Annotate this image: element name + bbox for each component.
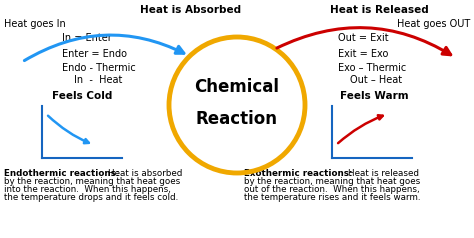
Text: Endo - Thermic: Endo - Thermic	[62, 63, 136, 73]
Text: Heat goes In: Heat goes In	[4, 19, 66, 29]
Text: Out = Exit: Out = Exit	[338, 33, 389, 43]
Text: Endothermic reactions:: Endothermic reactions:	[4, 169, 119, 178]
Text: Feels Cold: Feels Cold	[52, 91, 112, 101]
Text: Exothermic reactions:: Exothermic reactions:	[244, 169, 353, 178]
Text: by the reaction, meaning that heat goes: by the reaction, meaning that heat goes	[4, 178, 180, 187]
Text: Heat is released: Heat is released	[348, 169, 419, 178]
Text: into the reaction.  When this happens,: into the reaction. When this happens,	[4, 185, 171, 194]
Text: Out – Heat: Out – Heat	[350, 75, 402, 85]
Text: the temperature rises and it feels warm.: the temperature rises and it feels warm.	[244, 193, 420, 203]
Text: Heat is absorbed: Heat is absorbed	[108, 169, 182, 178]
Text: Enter = Endo: Enter = Endo	[62, 49, 127, 59]
Text: Exit = Exo: Exit = Exo	[338, 49, 388, 59]
Text: by the reaction, meaning that heat goes: by the reaction, meaning that heat goes	[244, 178, 420, 187]
Text: Heat is Absorbed: Heat is Absorbed	[140, 5, 241, 15]
Text: In = Enter: In = Enter	[62, 33, 112, 43]
Text: out of the reaction.  When this happens,: out of the reaction. When this happens,	[244, 185, 419, 194]
Text: Heat is Released: Heat is Released	[330, 5, 429, 15]
Text: Feels Warm: Feels Warm	[340, 91, 409, 101]
Text: In  -  Heat: In - Heat	[74, 75, 122, 85]
Text: Reaction: Reaction	[196, 110, 278, 128]
Text: Heat goes OUT: Heat goes OUT	[397, 19, 470, 29]
Text: the temperature drops and it feels cold.: the temperature drops and it feels cold.	[4, 193, 178, 203]
Text: Chemical: Chemical	[194, 78, 280, 96]
Text: Exo – Thermic: Exo – Thermic	[338, 63, 406, 73]
